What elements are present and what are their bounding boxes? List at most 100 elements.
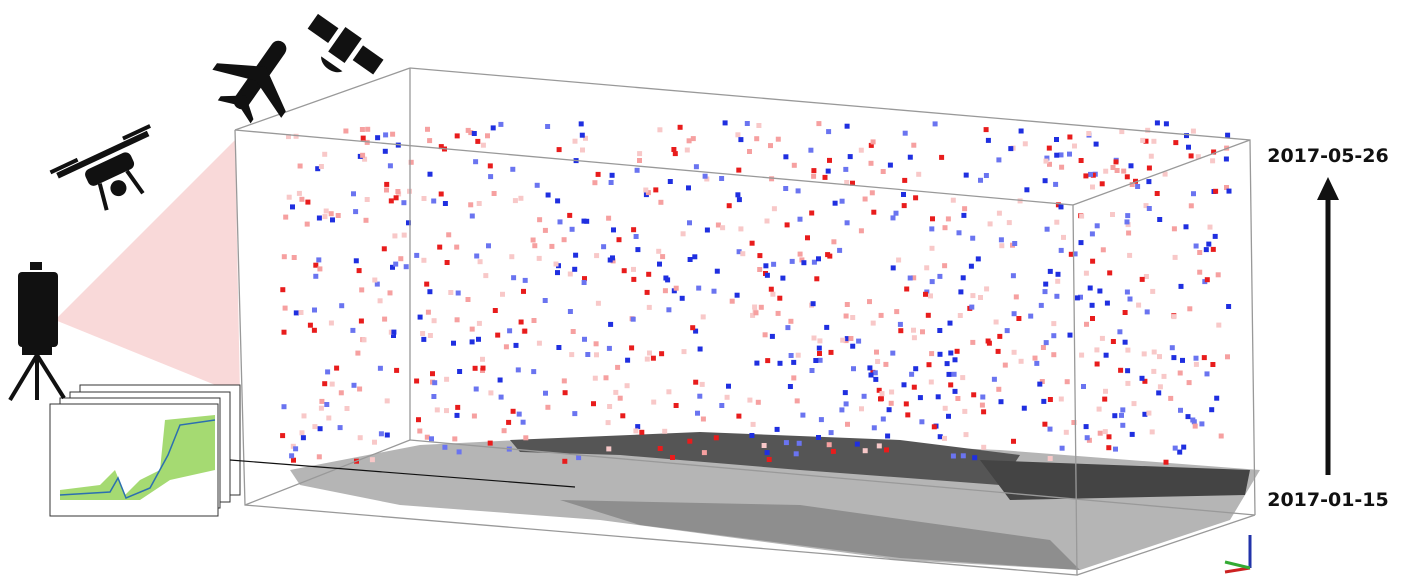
cloud-point: [617, 237, 622, 242]
cloud-point: [805, 235, 810, 240]
cloud-point: [863, 197, 868, 202]
cloud-point: [647, 351, 652, 356]
cloud-point: [1079, 158, 1084, 163]
cloud-point: [359, 287, 364, 292]
cloud-point: [692, 254, 697, 259]
cloud-point: [997, 334, 1002, 339]
cloud-point: [568, 272, 573, 277]
cloud-point: [958, 313, 963, 318]
cloud-point: [845, 124, 850, 129]
cloud-point: [696, 286, 701, 291]
cloud-point: [1197, 270, 1202, 275]
cloud-point: [435, 407, 440, 412]
cloud-point: [452, 436, 457, 441]
cloud-point: [457, 369, 462, 374]
cloud-point: [1111, 339, 1116, 344]
cloud-point: [1095, 223, 1100, 228]
cloud-point: [1216, 272, 1221, 277]
cloud-point: [964, 173, 969, 178]
cloud-point: [715, 269, 720, 274]
cloud-point: [795, 398, 800, 403]
cloud-point: [468, 202, 473, 207]
cloud-point: [283, 306, 288, 311]
cloud-point: [1003, 363, 1008, 368]
cloud-point: [322, 381, 327, 386]
cloud-point: [478, 259, 483, 264]
cloud-point: [883, 362, 888, 367]
cloud-point: [1054, 153, 1059, 158]
cloud-point: [812, 336, 817, 341]
cloud-point: [1024, 187, 1029, 192]
cloud-point: [334, 366, 339, 371]
cloud-point: [498, 378, 503, 383]
cloud-point: [981, 445, 986, 450]
cloud-point: [811, 168, 816, 173]
cloud-point: [827, 158, 832, 163]
cloud-point: [845, 220, 850, 225]
cloud-point: [772, 206, 777, 211]
cloud-point: [537, 256, 542, 261]
cloud-point: [593, 376, 598, 381]
cloud-point: [686, 185, 691, 190]
cloud-point: [390, 132, 395, 137]
cloud-point: [355, 351, 360, 356]
cloud-point: [514, 343, 519, 348]
cloud-point: [829, 430, 834, 435]
cloud-point: [394, 195, 399, 200]
cloud-point: [894, 309, 899, 314]
cloud-point: [317, 454, 322, 459]
cloud-point: [398, 256, 403, 261]
cloud-point: [996, 349, 1001, 354]
cloud-point: [1210, 362, 1215, 367]
cloud-point: [493, 308, 498, 313]
cloud-point: [943, 406, 948, 411]
cloud-point: [978, 178, 983, 183]
cloud-point: [1142, 351, 1147, 356]
cloud-point: [426, 310, 431, 315]
cloud-point: [776, 137, 781, 142]
cloud-point: [499, 395, 504, 400]
cloud-point: [596, 301, 601, 306]
cloud-point: [339, 303, 344, 308]
cloud-point: [829, 350, 834, 355]
cloud-point: [431, 199, 436, 204]
cloud-point: [1048, 397, 1053, 402]
cloud-point: [454, 245, 459, 250]
cloud-point: [984, 173, 989, 178]
cloud-point: [751, 422, 756, 427]
cloud-point: [984, 286, 989, 291]
cloud-point: [329, 321, 334, 326]
cloud-point: [961, 213, 966, 218]
cloud-point: [1119, 413, 1124, 418]
cloud-point: [970, 236, 975, 241]
cloud-point: [615, 365, 620, 370]
cloud-point: [1085, 435, 1090, 440]
cloud-point: [1059, 152, 1064, 157]
cloud-point: [511, 409, 516, 414]
cloud-point: [1042, 422, 1047, 427]
cloud-point: [481, 366, 486, 371]
cloud-point: [1180, 358, 1185, 363]
cloud-point: [735, 192, 740, 197]
cloud-point: [996, 157, 1001, 162]
cloud-point: [283, 215, 288, 220]
cloud-point: [798, 252, 803, 257]
cloud-point: [1107, 270, 1112, 275]
cloud-point: [688, 257, 693, 262]
cloud-point: [567, 213, 572, 218]
cloud-point: [558, 219, 563, 224]
cloud-point: [1051, 321, 1056, 326]
cloud-point: [1147, 206, 1152, 211]
cloud-point: [391, 330, 396, 335]
cloud-point: [817, 346, 822, 351]
cloud-point: [1028, 314, 1033, 319]
cloud-point: [735, 132, 740, 137]
cloud-point: [382, 246, 387, 251]
cloud-point: [336, 213, 341, 218]
cloud-point: [873, 377, 878, 382]
cloud-point: [651, 400, 656, 405]
cloud-point: [695, 411, 700, 416]
cloud-point: [378, 366, 383, 371]
cloud-point: [299, 310, 304, 315]
cloud-point: [507, 328, 512, 333]
